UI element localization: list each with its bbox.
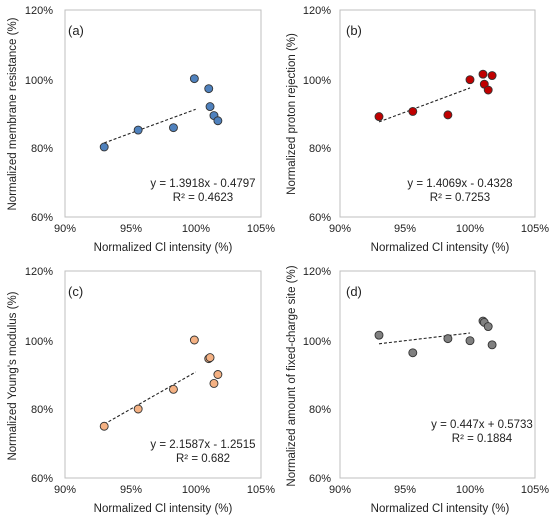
x-tick-label: 90% [329, 484, 351, 496]
panel-a: (a) 120% 100% 80% 60% 90% 95% 100% 105% … [7, 5, 275, 254]
x-tick-label: 90% [54, 484, 76, 496]
plot-area-frame [64, 9, 262, 218]
data-point [374, 330, 384, 340]
trendline-equation: y = 1.4069x - 0.4328 [407, 178, 512, 190]
x-tick-label: 95% [120, 484, 142, 496]
data-point [133, 125, 143, 135]
panel-label: (c) [68, 284, 83, 299]
data-point [204, 84, 214, 94]
r-squared-label: R² = 0.4623 [173, 192, 233, 204]
y-tick-label: 80% [31, 143, 53, 155]
data-point [408, 106, 418, 116]
data-point [99, 142, 109, 152]
x-tick-label: 100% [456, 223, 484, 235]
x-tick-label: 105% [521, 484, 549, 496]
x-tick-label: 100% [456, 484, 484, 496]
data-point [169, 123, 178, 133]
y-tick-label: 100% [303, 336, 331, 348]
y-axis-label: Normalized amount of fixed-charge site (… [286, 265, 298, 486]
y-tick-label: 100% [303, 75, 331, 87]
data-point [133, 404, 143, 414]
y-tick-label: 80% [309, 404, 331, 416]
y-tick-label: 80% [309, 143, 331, 155]
y-tick-label: 60% [31, 212, 53, 224]
data-point [465, 75, 475, 85]
plot-area-frame [339, 9, 536, 218]
data-point [189, 74, 199, 84]
y-tick-label: 60% [309, 473, 331, 485]
x-axis-label: Normalized Cl intensity (%) [371, 503, 510, 515]
data-point [213, 370, 223, 379]
y-tick-label: 60% [31, 473, 53, 485]
y-tick-label: 60% [309, 212, 331, 224]
data-point [99, 421, 109, 431]
data-point [205, 353, 215, 363]
data-point [189, 335, 199, 345]
x-tick-label: 90% [329, 223, 351, 235]
plot-area-frame [339, 270, 536, 479]
y-axis-label: Normalized membrane resistance (%) [7, 17, 19, 210]
r-squared-label: R² = 0.1884 [452, 433, 513, 445]
data-point [374, 112, 384, 122]
panel-label: (d) [346, 284, 362, 299]
data-point [408, 348, 418, 358]
y-tick-label: 100% [25, 75, 53, 87]
y-tick-label: 80% [31, 404, 53, 416]
data-point [483, 322, 493, 331]
panel-c: (c) 120% 100% 80% 60% 90% 95% 100% 105% … [7, 266, 275, 515]
data-point [443, 334, 453, 344]
x-axis-label: Normalized Cl intensity (%) [94, 503, 233, 515]
y-tick-label: 120% [303, 5, 331, 17]
data-point [478, 69, 488, 79]
data-point [443, 110, 453, 120]
x-tick-label: 100% [182, 484, 210, 496]
trendline-equation: y = 1.3918x - 0.4797 [150, 178, 255, 190]
y-axis-label: Normalized Young's modulus (%) [7, 291, 19, 460]
panel-b: (b) 120% 100% 80% 60% 90% 95% 100% 105% … [286, 5, 549, 254]
x-tick-label: 105% [521, 223, 549, 235]
x-tick-label: 90% [54, 223, 76, 235]
x-tick-label: 95% [394, 484, 416, 496]
data-point [483, 85, 493, 95]
x-axis-label: Normalized Cl intensity (%) [94, 242, 233, 254]
x-tick-label: 100% [182, 223, 210, 235]
trendline [103, 371, 196, 425]
x-tick-label: 105% [247, 223, 275, 235]
data-point [487, 71, 497, 81]
trendline-equation: y = 2.1587x - 1.2515 [150, 439, 255, 451]
data-point [209, 379, 219, 388]
data-point [169, 384, 178, 394]
x-tick-label: 105% [247, 484, 275, 496]
x-tick-label: 95% [120, 223, 142, 235]
y-tick-label: 120% [303, 266, 331, 278]
y-tick-label: 120% [25, 5, 53, 17]
trendline [104, 108, 196, 144]
y-axis-label: Normalized proton rejection (%) [286, 33, 298, 195]
panel-d: (d) 120% 100% 80% 60% 90% 95% 100% 105% … [286, 265, 549, 515]
trendline [378, 87, 471, 123]
x-axis-label: Normalized Cl intensity (%) [371, 242, 510, 254]
y-tick-label: 100% [25, 336, 53, 348]
y-tick-label: 120% [25, 266, 53, 278]
r-squared-label: R² = 0.682 [176, 453, 230, 465]
x-tick-label: 95% [394, 223, 416, 235]
panel-label: (a) [68, 23, 84, 38]
trendline [378, 332, 471, 345]
trendline-equation: y = 0.447x + 0.5733 [431, 419, 533, 431]
data-point [205, 102, 215, 112]
data-point [487, 340, 497, 350]
r-squared-label: R² = 0.7253 [430, 192, 490, 204]
panel-label: (b) [346, 23, 362, 38]
data-point [465, 336, 475, 346]
plot-area-frame [64, 270, 262, 479]
data-point [213, 116, 223, 126]
